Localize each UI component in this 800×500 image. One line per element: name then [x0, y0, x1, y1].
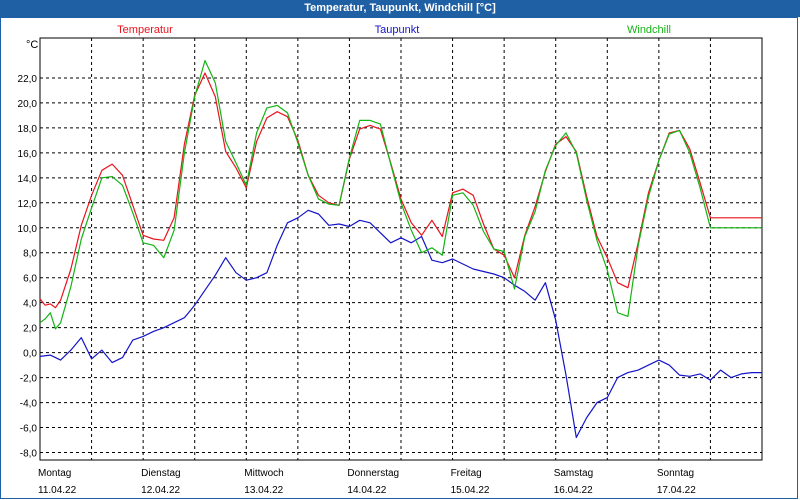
chart-title: Temperatur, Taupunkt, Windchill [°C] — [0, 0, 800, 17]
plot-border — [39, 37, 763, 461]
legend-windchill: Windchill — [626, 24, 672, 36]
y-unit-label: °C — [26, 39, 39, 51]
x-tick-day: Freitag — [451, 468, 482, 479]
y-tick-label: 4,0 — [23, 299, 37, 310]
y-tick-label: 0,0 — [23, 349, 37, 360]
y-tick-label: 16,0 — [18, 149, 38, 160]
y-tick-label: -6,0 — [20, 424, 38, 435]
x-tick-day: Donnerstag — [347, 468, 399, 479]
x-tick-date: 14.04.22 — [347, 485, 386, 496]
x-tick-date: 17.04.22 — [657, 485, 696, 496]
x-tick-date: 13.04.22 — [244, 485, 283, 496]
x-tick-date: 12.04.22 — [141, 485, 180, 496]
x-tick-date: 11.04.22 — [38, 485, 77, 496]
y-tick-label: -2,0 — [20, 374, 38, 385]
y-tick-label: 8,0 — [23, 249, 37, 260]
legend-temperatur: Temperatur — [117, 24, 173, 36]
x-tick-date: 15.04.22 — [451, 485, 490, 496]
y-tick-label: 22,0 — [18, 74, 38, 85]
y-tick-label: 10,0 — [18, 224, 38, 235]
x-tick-day: Mittwoch — [244, 468, 283, 479]
y-tick-label: 20,0 — [18, 99, 38, 110]
y-tick-label: 18,0 — [18, 124, 38, 135]
legend-taupunkt: Taupunkt — [374, 24, 420, 36]
y-tick-label: -8,0 — [20, 449, 38, 460]
y-tick-label: -4,0 — [20, 399, 38, 410]
x-tick-day: Sonntag — [657, 468, 694, 479]
series-line-windchill — [39, 59, 762, 330]
x-tick-day: Montag — [38, 468, 71, 479]
y-tick-label: 2,0 — [23, 324, 37, 335]
y-tick-label: 14,0 — [18, 174, 38, 185]
x-tick-day: Samstag — [554, 468, 593, 479]
y-tick-label: 12,0 — [18, 199, 38, 210]
y-tick-label: 6,0 — [23, 274, 37, 285]
series-line-taupunkt — [39, 209, 762, 439]
x-tick-date: 16.04.22 — [554, 485, 593, 496]
x-tick-day: Dienstag — [141, 468, 180, 479]
